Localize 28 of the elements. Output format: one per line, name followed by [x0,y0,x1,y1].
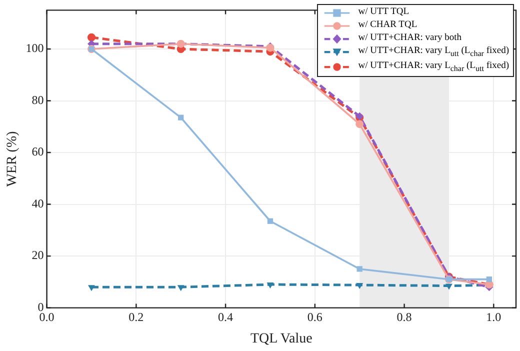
point [356,283,364,290]
point [87,33,96,42]
x-tick-label: 0.6 [307,310,322,324]
legend-label: w/ CHAR TQL [358,19,418,32]
y-tick-label: 20 [32,248,44,262]
point [356,120,364,128]
point [446,284,452,290]
x-axis-title: TQL Value [250,331,312,346]
point [266,282,274,289]
y-tick-label: 40 [32,196,44,210]
legend-label: w/ UTT+CHAR: vary L$_{utt}$ (L$_{char}$ fixed) [358,45,509,60]
y-axis-title: WER (%) [5,130,20,187]
legend-label: w/ UTT+CHAR: vary both [358,32,462,45]
legend-label: w/ UTT TQL [358,6,410,19]
x-tick-label: 1.0 [486,310,502,324]
x-tick-label: 0.4 [218,310,234,324]
point [177,285,184,292]
point [267,218,274,224]
legend-label: w/ UTT+CHAR: vary L$_{char}$ (L$_{utt}$ fixed) [358,60,509,75]
point [356,266,362,272]
point [88,285,95,292]
y-tick-label: 60 [32,144,44,159]
x-tick-label: 0.2 [128,310,144,324]
point [486,276,492,282]
y-tick-label: 100 [26,41,44,56]
x-tick-label: 0.8 [396,310,412,324]
y-tick-label: 80 [32,92,44,107]
point [178,114,184,120]
